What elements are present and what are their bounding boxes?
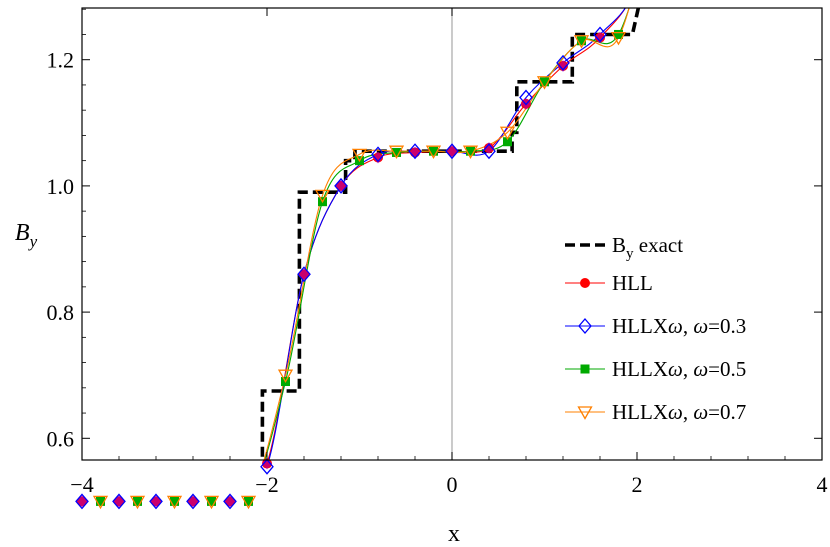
marker-point bbox=[96, 496, 105, 506]
marker-overlap bbox=[447, 145, 457, 158]
markers-group bbox=[75, 26, 627, 510]
marker-point bbox=[207, 496, 216, 506]
marker-point bbox=[593, 26, 607, 43]
marker-point bbox=[244, 496, 253, 506]
y-tick-label: 0.6 bbox=[47, 426, 75, 451]
marker-overlap bbox=[77, 495, 87, 508]
marker-overlap bbox=[484, 142, 494, 155]
y-tick-label: 1.2 bbox=[47, 48, 75, 73]
marker-point bbox=[610, 31, 627, 46]
marker-overlap bbox=[114, 495, 124, 508]
series-line-0 bbox=[260, 8, 641, 460]
legend-item-1: HLL bbox=[565, 271, 653, 295]
marker-point bbox=[186, 493, 200, 510]
marker-point bbox=[170, 496, 179, 506]
marker-overlap bbox=[151, 495, 161, 508]
marker-point bbox=[166, 495, 183, 510]
legend-marker bbox=[580, 364, 590, 374]
marker-point bbox=[203, 495, 220, 510]
legend-item-4: HLLXω, ω=0.7 bbox=[565, 400, 746, 424]
marker-point bbox=[429, 146, 438, 156]
x-tick-label: 4 bbox=[817, 472, 828, 497]
marker-point bbox=[351, 148, 368, 163]
marker-point bbox=[482, 143, 496, 160]
legend-label: HLLXω, ω=0.7 bbox=[612, 400, 746, 424]
legend-marker bbox=[577, 406, 593, 420]
x-tick-label: 0 bbox=[447, 472, 458, 497]
marker-point bbox=[297, 266, 311, 283]
marker-point bbox=[614, 29, 623, 39]
marker-point bbox=[149, 493, 163, 510]
marker-overlap bbox=[373, 151, 383, 164]
legend-label: HLL bbox=[612, 271, 653, 295]
marker-point bbox=[408, 143, 422, 160]
marker-overlap bbox=[299, 268, 309, 281]
marker-point bbox=[277, 369, 294, 384]
marker-point bbox=[573, 35, 590, 49]
marker-point bbox=[371, 146, 385, 163]
legend-item-0: By exact bbox=[565, 233, 683, 262]
marker-point bbox=[499, 126, 516, 141]
x-axis-label: x bbox=[448, 521, 460, 547]
x-tick-label: 2 bbox=[632, 472, 643, 497]
marker-point bbox=[334, 177, 348, 194]
marker-point bbox=[519, 89, 533, 106]
marker-point bbox=[503, 137, 512, 147]
marker-point bbox=[425, 145, 442, 160]
legend-item-2: HLLXω, ω=0.3 bbox=[565, 314, 746, 338]
marker-point bbox=[223, 493, 237, 510]
marker-point bbox=[577, 36, 586, 46]
marker-point bbox=[314, 189, 331, 204]
marker-overlap bbox=[225, 495, 235, 508]
x-tick-label: −2 bbox=[255, 472, 278, 497]
legend-marker bbox=[578, 318, 592, 334]
x-tick-label: −4 bbox=[70, 472, 93, 497]
legend: By exact HLL HLLXω, ω=0.3 HLLXω, ω=0.5 HLLXω… bbox=[565, 233, 746, 424]
y-tick-label: 0.8 bbox=[47, 300, 75, 325]
series-line-4 bbox=[263, 8, 630, 460]
marker-point bbox=[112, 493, 126, 510]
legend-marker bbox=[580, 278, 590, 288]
y-tick-label: 1.0 bbox=[47, 174, 75, 199]
marker-overlap bbox=[595, 31, 605, 44]
marker-point bbox=[556, 54, 570, 71]
marker-point bbox=[540, 77, 549, 87]
marker-point bbox=[445, 143, 459, 160]
legend-label: HLLXω, ω=0.5 bbox=[612, 357, 746, 381]
marker-point bbox=[133, 496, 142, 506]
marker-overlap bbox=[188, 495, 198, 508]
marker-point bbox=[240, 495, 257, 510]
marker-point bbox=[388, 145, 405, 160]
y-axis-label: By bbox=[15, 220, 38, 251]
marker-point bbox=[466, 146, 475, 156]
marker-overlap bbox=[558, 60, 568, 73]
marker-point bbox=[92, 495, 109, 510]
marker-point bbox=[260, 458, 274, 475]
marker-point bbox=[392, 147, 401, 157]
legend-label: By exact bbox=[612, 233, 683, 262]
marker-point bbox=[129, 495, 146, 510]
marker-point bbox=[536, 76, 553, 90]
legend-label: HLLXω, ω=0.3 bbox=[612, 314, 746, 338]
marker-overlap bbox=[336, 179, 346, 192]
legend-item-3: HLLXω, ω=0.5 bbox=[565, 357, 746, 381]
marker-point bbox=[75, 493, 89, 510]
marker-point bbox=[462, 145, 479, 160]
